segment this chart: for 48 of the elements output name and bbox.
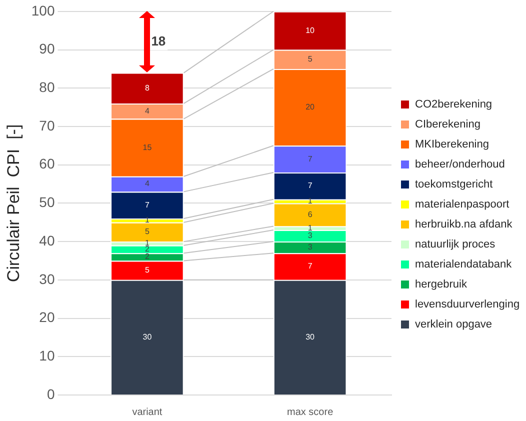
x-tick-label: variant — [132, 406, 162, 418]
y-tick-label: 10 — [39, 348, 55, 364]
legend-label: levensduurverlenging — [415, 298, 520, 311]
data-label: 2 — [144, 244, 150, 254]
y-tick-label: 70 — [39, 117, 55, 134]
legend-label: CO2berekening — [415, 98, 492, 111]
legend-label: natuurlijk proces — [415, 238, 496, 251]
y-tick-label: 60 — [39, 156, 55, 172]
data-label: 3 — [308, 231, 313, 240]
data-label: 8 — [144, 83, 150, 92]
data-label: 6 — [308, 210, 313, 219]
legend-label: verklein opgave — [415, 318, 492, 331]
y-tick-label: 50 — [39, 194, 55, 210]
legend-label: herbruikb.na afdank — [415, 218, 513, 231]
y-tick-label: 0 — [46, 386, 55, 402]
y-tick-label: 90 — [39, 40, 55, 57]
y-tick-label: 40 — [39, 232, 55, 248]
data-label: 5 — [308, 54, 313, 64]
data-label: 7 — [144, 200, 150, 210]
data-label: 30 — [306, 332, 316, 342]
annotation: 18 — [151, 34, 166, 49]
legend-label: MKIberekening — [415, 138, 489, 151]
y-tick-label: 80 — [39, 78, 55, 95]
legend-label: beheer/onderhoud — [415, 158, 505, 171]
y-tick-label: 30 — [39, 270, 55, 287]
legend-label: toekomstgericht — [415, 178, 493, 191]
data-label: 4 — [144, 106, 150, 116]
data-label: 5 — [144, 227, 150, 236]
data-label: 30 — [142, 332, 152, 342]
data-label: 15 — [142, 142, 152, 152]
data-label: 7 — [308, 154, 313, 164]
legend-label: hergebruik — [415, 278, 468, 291]
y-tick-label: 100 — [31, 2, 55, 18]
x-tick-label: max score — [287, 406, 334, 418]
legend-label: materialendatabank — [415, 258, 512, 271]
data-label: 4 — [144, 179, 150, 188]
data-label: 5 — [144, 266, 150, 275]
data-label: 10 — [306, 26, 316, 35]
data-label: 1 — [308, 223, 313, 232]
data-label: 7 — [308, 181, 313, 190]
legend-label: materialenpaspoort — [415, 198, 510, 211]
y-tick-label: 20 — [39, 309, 55, 326]
data-label: 7 — [308, 262, 313, 271]
data-label: 20 — [306, 102, 316, 112]
y-axis-title: Circulair Peil CPI [-] — [4, 124, 23, 282]
data-label: 3 — [308, 242, 313, 252]
data-label: 2 — [144, 252, 150, 262]
legend-label: CIberekening — [415, 118, 480, 131]
